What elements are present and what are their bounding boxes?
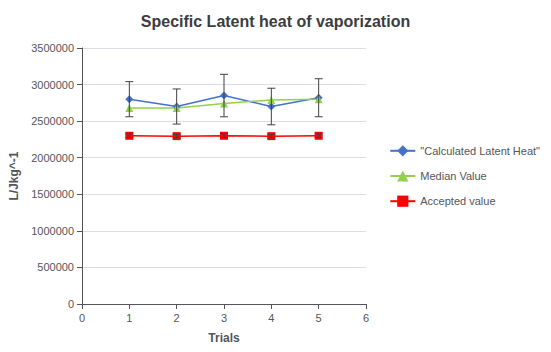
svg-text:3000000: 3000000	[31, 79, 74, 91]
svg-text:Median Value: Median Value	[420, 170, 486, 182]
svg-text:Specific Latent heat of vapori: Specific Latent heat of vaporization	[141, 13, 410, 30]
svg-text:2: 2	[174, 312, 180, 324]
svg-text:6: 6	[363, 312, 369, 324]
svg-text:Trials: Trials	[208, 331, 240, 345]
svg-text:L/Jkg^-1: L/Jkg^-1	[7, 151, 21, 200]
svg-text:1000000: 1000000	[31, 225, 74, 237]
svg-text:1: 1	[126, 312, 132, 324]
svg-text:3: 3	[221, 312, 227, 324]
svg-text:Accepted value: Accepted value	[420, 195, 495, 207]
svg-text:500000: 500000	[37, 261, 74, 273]
svg-text:0: 0	[68, 298, 74, 310]
svg-text:4: 4	[268, 312, 274, 324]
svg-text:2000000: 2000000	[31, 152, 74, 164]
svg-text:1500000: 1500000	[31, 188, 74, 200]
svg-text:5: 5	[316, 312, 322, 324]
svg-text:2500000: 2500000	[31, 115, 74, 127]
svg-text:3500000: 3500000	[31, 42, 74, 54]
svg-text:"Calculated Latent Heat": "Calculated Latent Heat"	[420, 145, 540, 157]
svg-text:0: 0	[79, 312, 85, 324]
